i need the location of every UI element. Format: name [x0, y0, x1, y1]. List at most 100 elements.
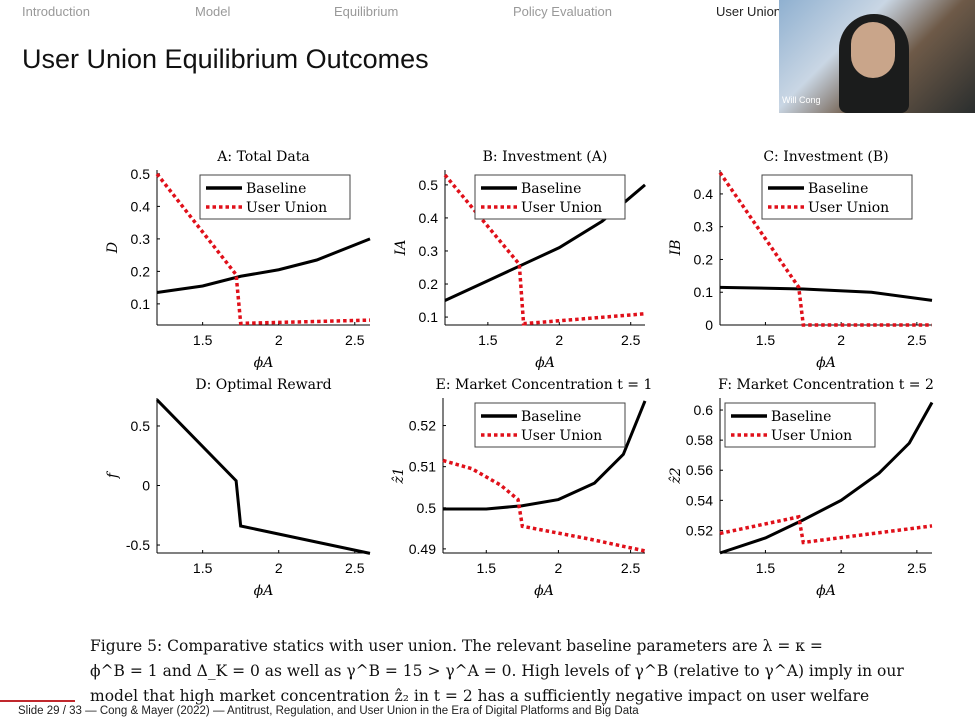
x-tick-label: 2.5: [907, 560, 927, 576]
legend: Baseline User Union: [199, 174, 351, 220]
y-tick-label: 0.58: [686, 432, 713, 448]
y-tick-label: 0: [142, 478, 150, 494]
x-axis-label: ϕA: [816, 355, 836, 371]
x-tick-label: 2.5: [345, 332, 365, 348]
x-tick-label: 2.5: [621, 332, 641, 348]
chart-panel-6: F: Market Concentration t = 2 1.5 2 2.5 0.52…: [667, 377, 934, 599]
y-axis-label: IA: [393, 240, 409, 257]
y-tick-label: 0.5: [131, 418, 151, 434]
user-union-line: [443, 173, 646, 326]
x-tick-label: 2: [555, 560, 563, 576]
y-tick-label: 0.2: [694, 251, 714, 267]
legend-label: User Union: [771, 428, 852, 444]
caption-line-1: Figure 5: Comparative statics with user …: [90, 637, 823, 655]
x-tick-label: 2.5: [345, 560, 365, 576]
chart-title: F: Market Concentration t = 2: [718, 377, 934, 393]
y-tick-label: 0.2: [131, 263, 151, 279]
x-tick-label: 2: [555, 332, 563, 348]
legend-box: [199, 174, 351, 220]
y-axis-label: ẑ1: [390, 467, 407, 484]
user-union-line: [719, 514, 933, 545]
y-tick-label: 0.1: [131, 296, 151, 312]
chart-title: C: Investment (B): [763, 149, 888, 165]
legend: Baseline User Union: [724, 402, 876, 448]
baseline-line: [719, 285, 933, 302]
y-axis-label: f: [105, 470, 121, 479]
nav-introduction[interactable]: Introduction: [22, 4, 90, 19]
x-axis-label: ϕA: [254, 583, 274, 599]
x-tick-label: 1.5: [756, 332, 776, 348]
user-union-line: [155, 172, 371, 326]
baseline-line: [719, 401, 934, 555]
x-tick-label: 1.5: [478, 332, 498, 348]
baseline-line: [155, 398, 371, 555]
footer-text: Slide 29 / 33 — Cong & Mayer (2022) — An…: [18, 705, 639, 717]
chart-title: E: Market Concentration t = 1: [436, 377, 653, 393]
legend-label: User Union: [521, 428, 602, 444]
y-tick-label: 0.3: [131, 231, 151, 247]
y-tick-label: 0.5: [131, 166, 151, 182]
y-tick-label: 0.4: [131, 198, 151, 214]
chart-title: A: Total Data: [216, 149, 309, 165]
chart-panel-4: D: Optimal Reward 1.5 2 2.5 -0.5 0 0.5 ϕA f: [105, 377, 371, 599]
legend: Baseline User Union: [761, 174, 913, 220]
webcam-video: Will Cong: [779, 0, 975, 113]
x-tick-label: 2.5: [907, 332, 927, 348]
caption-line-2: ϕ^B = 1 and Δ_K = 0 as well as γ^B = 15 …: [90, 662, 904, 680]
y-tick-label: 0.1: [419, 309, 439, 325]
legend-label: Baseline: [808, 181, 868, 197]
y-tick-label: -0.5: [126, 537, 150, 553]
legend-box: [474, 402, 626, 448]
nav-model[interactable]: Model: [195, 4, 231, 19]
legend-box: [761, 174, 913, 220]
y-tick-label: 0.51: [409, 459, 436, 475]
x-tick-label: 1.5: [193, 560, 213, 576]
y-axis-label: D: [105, 242, 121, 254]
chart-title: D: Optimal Reward: [195, 377, 331, 393]
x-tick-label: 1.5: [193, 332, 213, 348]
legend-label: User Union: [521, 200, 602, 216]
y-tick-label: 0.4: [419, 210, 439, 226]
legend-label: User Union: [246, 200, 327, 216]
y-axis-label: ẑ2: [667, 467, 684, 484]
chart-panel-2: B: Investment (A) 1.5 2 2.5 0.1 0.2 0.3 0.4 0.5 ϕ…: [393, 149, 646, 371]
legend-label: Baseline: [521, 409, 581, 425]
x-axis-label: ϕA: [254, 355, 274, 371]
webcam-name-label: Will Cong: [782, 95, 821, 105]
nav-equilibrium[interactable]: Equilibrium: [334, 4, 399, 19]
baseline-line: [156, 237, 371, 294]
x-tick-label: 2.5: [621, 560, 641, 576]
nav-user-union[interactable]: User Union: [716, 4, 782, 19]
nav-policy-evaluation[interactable]: Policy Evaluation: [513, 4, 612, 19]
caption-line-3: model that high market concentration ẑ₂ …: [90, 687, 870, 705]
x-tick-label: 2: [837, 332, 845, 348]
y-tick-label: 0.5: [419, 177, 439, 193]
legend-label: Baseline: [521, 181, 581, 197]
slide-title: User Union Equilibrium Outcomes: [22, 44, 429, 74]
y-tick-label: 0.56: [686, 462, 713, 478]
footer-accent-line: [0, 700, 75, 702]
legend: Baseline User Union: [474, 174, 626, 220]
legend: Baseline User Union: [474, 402, 626, 448]
chart-panel-1: A: Total Data 1.5 2 2.5 0.1 0.2 0.3 0.4 0.5 ϕA D Ba…: [105, 149, 371, 371]
y-tick-label: 0.2: [419, 276, 439, 292]
y-tick-label: 0.3: [694, 219, 714, 235]
x-axis-label: ϕA: [816, 583, 836, 599]
y-tick-label: 0.6: [694, 402, 714, 418]
legend-box: [724, 402, 876, 448]
y-tick-label: 0.4: [694, 186, 714, 202]
x-tick-label: 1.5: [477, 560, 497, 576]
slide-footer: Slide 29 / 33 — Cong & Mayer (2022) — An…: [0, 705, 975, 722]
y-tick-label: 0.52: [686, 522, 713, 538]
chart-panel-5: E: Market Concentration t = 1 1.5 2 2.5 0.49…: [390, 377, 652, 599]
baseline-line: [443, 400, 647, 511]
y-tick-label: 0.1: [694, 284, 714, 300]
y-tick-label: 0.3: [419, 243, 439, 259]
y-tick-label: 0.52: [409, 418, 436, 434]
user-union-line: [718, 171, 932, 327]
y-axis-label: IB: [668, 240, 684, 257]
y-tick-label: 0: [705, 317, 713, 333]
x-axis-label: ϕA: [534, 583, 554, 599]
user-union-line: [442, 458, 646, 553]
